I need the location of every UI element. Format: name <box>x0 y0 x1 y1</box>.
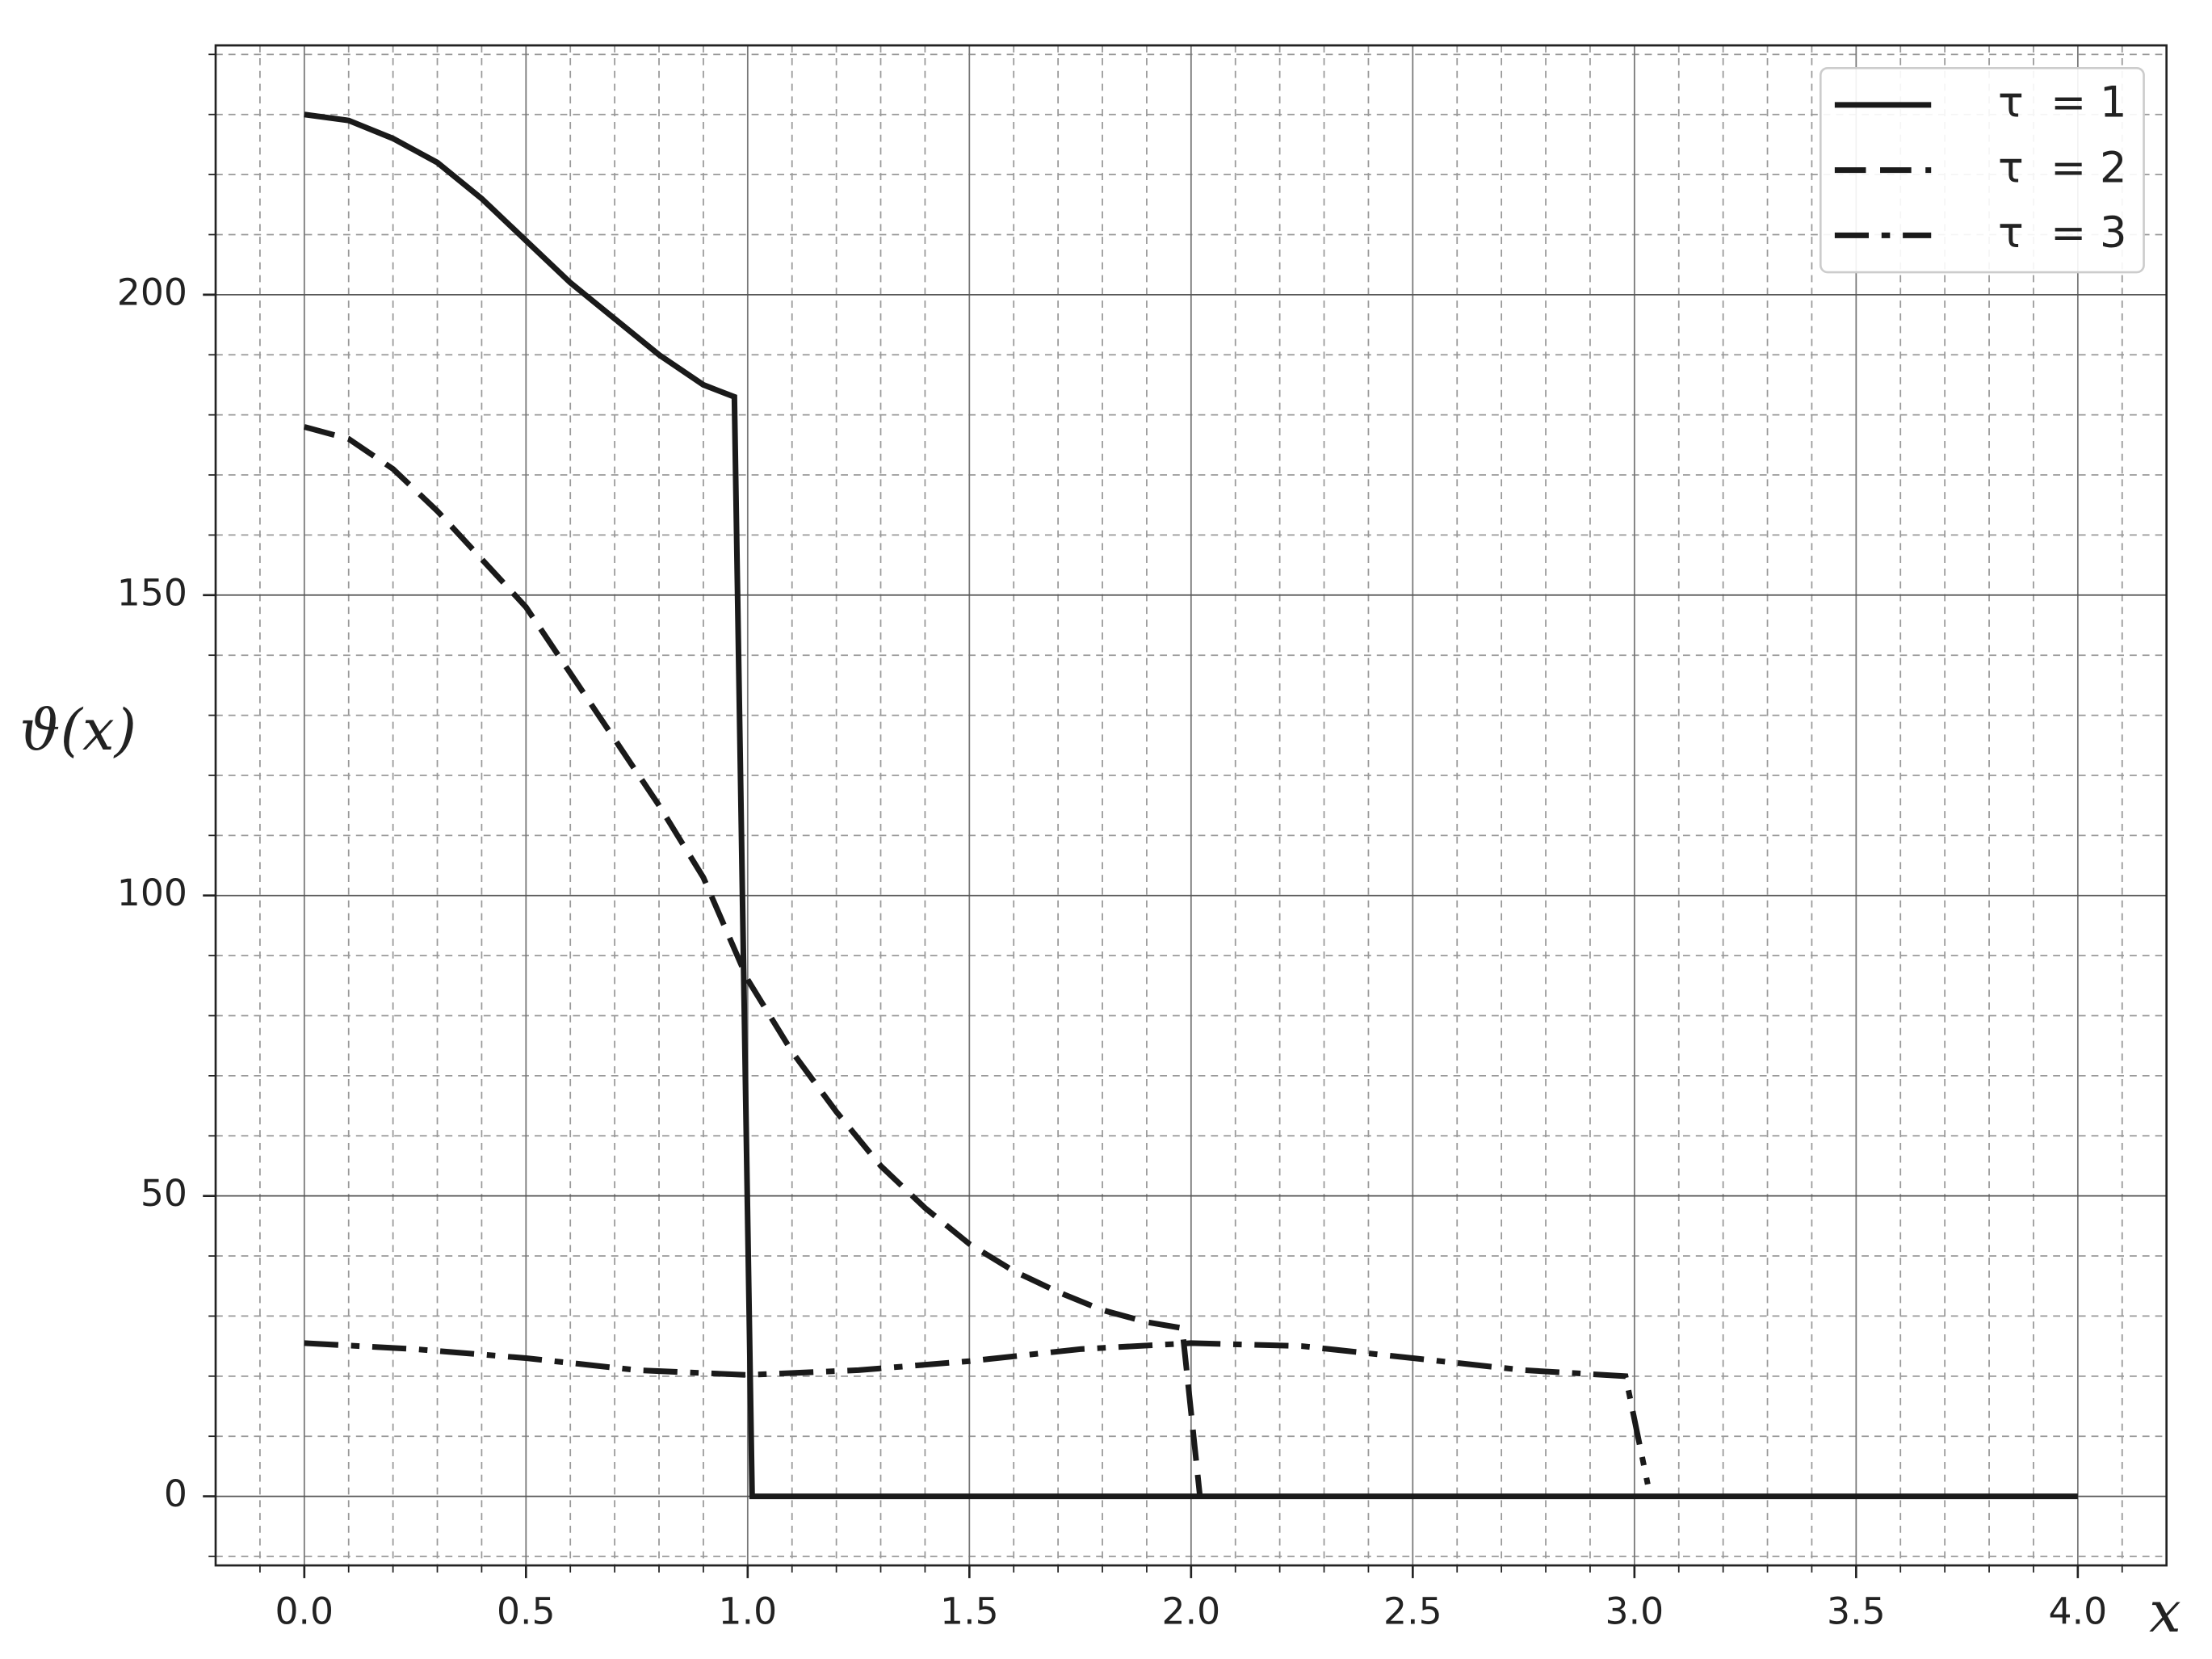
x-tick-label: 3.0 <box>1605 1590 1664 1632</box>
x-tick-label: 2.5 <box>1383 1590 1442 1632</box>
y-axis-label: ϑ(x) <box>19 697 136 763</box>
y-tick-label: 0 <box>164 1472 187 1515</box>
y-tick-label: 150 <box>117 571 187 614</box>
y-tick-label: 200 <box>117 271 187 313</box>
x-tick-label: 3.5 <box>1827 1590 1886 1632</box>
y-tick-label: 100 <box>117 872 187 914</box>
x-tick-label: 0.5 <box>497 1590 556 1632</box>
x-tick-label: 0.0 <box>275 1590 334 1632</box>
legend-label: τ = 3 <box>1998 208 2127 258</box>
x-tick-label: 4.0 <box>2049 1590 2108 1632</box>
legend-box <box>1819 66 2145 274</box>
x-tick-label: 2.0 <box>1162 1590 1221 1632</box>
y-tick-label: 50 <box>141 1172 187 1215</box>
plot-frame <box>214 44 2168 1567</box>
legend-label: τ = 2 <box>1998 143 2127 192</box>
series-line <box>304 111 2078 1500</box>
x-tick-label: 1.5 <box>940 1590 999 1632</box>
x-tick-label: 1.0 <box>719 1590 778 1632</box>
x-axis-label: x <box>2149 1579 2181 1645</box>
legend-label: τ = 1 <box>1998 78 2127 128</box>
series-line <box>303 424 1203 1497</box>
series-line <box>304 1340 1651 1485</box>
